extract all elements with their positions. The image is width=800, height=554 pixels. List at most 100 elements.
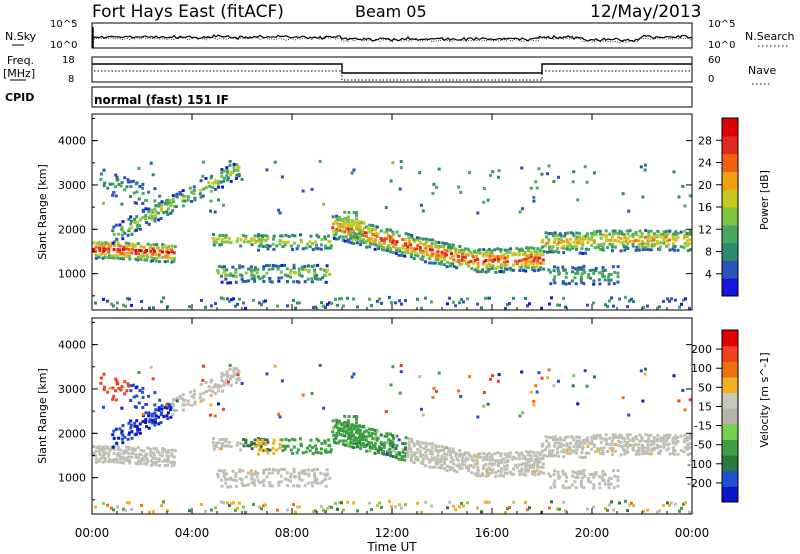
echo-cell xyxy=(358,438,362,442)
echo-cell xyxy=(632,300,635,303)
echo-cell xyxy=(115,379,119,383)
echo-cell xyxy=(478,270,482,274)
echo-cell xyxy=(256,234,260,238)
echo-cell xyxy=(577,238,581,242)
echo-cell xyxy=(665,239,669,243)
echo-cell xyxy=(151,451,155,455)
echo-cell xyxy=(443,446,447,449)
echo-cell xyxy=(139,255,143,258)
echo-cell xyxy=(299,437,302,441)
echo-cell xyxy=(127,251,131,255)
echo-cell xyxy=(382,248,386,252)
echo-cell xyxy=(220,243,223,247)
echo-cell xyxy=(97,255,101,259)
echo-cell xyxy=(484,474,488,478)
echo-cell xyxy=(659,241,663,245)
echo-cell xyxy=(98,457,102,461)
echo-cell xyxy=(536,253,540,257)
echo-cell xyxy=(323,244,327,248)
echo-cell xyxy=(527,450,530,454)
echo-cell xyxy=(500,254,504,258)
echo-cell xyxy=(380,238,384,242)
echo-cell xyxy=(461,252,465,256)
echo-cell xyxy=(611,265,615,269)
echo-cell xyxy=(217,441,221,445)
echo-cell xyxy=(311,242,315,246)
echo-cell xyxy=(634,248,638,252)
echo-cell xyxy=(268,484,272,487)
echo-cell xyxy=(235,377,239,381)
echo-cell xyxy=(211,185,215,189)
echo-cell xyxy=(553,479,557,483)
echo-cell xyxy=(209,199,213,203)
echo-cell xyxy=(559,445,563,449)
echo-cell xyxy=(101,460,105,464)
echo-cell xyxy=(382,241,386,245)
echo-cell xyxy=(373,247,377,251)
echo-cell xyxy=(224,236,228,240)
echo-cell xyxy=(529,454,533,458)
echo-cell xyxy=(319,471,323,475)
echo-cell xyxy=(333,424,337,428)
echo-cell xyxy=(202,391,206,395)
echo-cell xyxy=(551,449,555,453)
echo-cell xyxy=(347,444,351,448)
echo-cell xyxy=(312,468,316,472)
noise-right-tick-bottom: 10^0 xyxy=(708,40,735,51)
echo-cell xyxy=(98,246,102,250)
echo-cell xyxy=(493,452,497,456)
echo-cell xyxy=(229,241,233,245)
echo-cell xyxy=(443,258,446,262)
echo-cell xyxy=(575,451,578,455)
echo-cell xyxy=(583,369,587,373)
echo-cell xyxy=(497,257,501,261)
echo-cell xyxy=(527,468,530,472)
echo-cell xyxy=(641,399,645,403)
echo-cell xyxy=(601,248,605,252)
echo-cell xyxy=(266,451,270,455)
echo-cell xyxy=(496,459,500,463)
echo-cell xyxy=(503,467,507,471)
echo-cell xyxy=(391,241,395,245)
echo-cell xyxy=(502,474,506,478)
echo-cell xyxy=(415,440,419,444)
echo-cell xyxy=(291,452,295,455)
echo-cell xyxy=(163,260,167,264)
echo-cell xyxy=(157,218,161,222)
echo-cell xyxy=(292,445,296,449)
echo-cell xyxy=(445,253,449,257)
echo-cell xyxy=(241,265,245,269)
echo-cell xyxy=(153,411,157,415)
echo-cell xyxy=(646,244,650,248)
echo-cell xyxy=(158,453,162,457)
echo-cell xyxy=(234,475,238,479)
echo-cell xyxy=(254,241,258,244)
echo-cell xyxy=(167,245,171,248)
echo-cell xyxy=(209,380,213,384)
echo-cell xyxy=(178,396,182,400)
echo-cell xyxy=(433,252,437,256)
freq-trace xyxy=(92,63,692,74)
echo-cell xyxy=(337,226,341,230)
echo-cell xyxy=(572,234,576,238)
echo-cell xyxy=(431,458,435,462)
echo-cell xyxy=(256,275,260,279)
echo-cell xyxy=(170,454,174,458)
echo-cell xyxy=(499,452,503,456)
echo-cell xyxy=(448,500,451,504)
echo-cell xyxy=(115,237,119,241)
echo-cell xyxy=(674,233,678,237)
echo-cell xyxy=(631,232,635,236)
echo-cell xyxy=(550,296,553,300)
echo-cell xyxy=(524,473,528,477)
echo-cell xyxy=(224,440,228,444)
echo-cell xyxy=(608,232,612,236)
echo-cell xyxy=(137,452,141,456)
echo-cell xyxy=(307,472,311,476)
echo-cell xyxy=(607,476,611,480)
echo-cell xyxy=(544,435,548,439)
echo-cell xyxy=(220,280,224,284)
echo-cell xyxy=(141,395,145,399)
echo-cell xyxy=(311,452,315,456)
echo-cell xyxy=(265,234,269,238)
